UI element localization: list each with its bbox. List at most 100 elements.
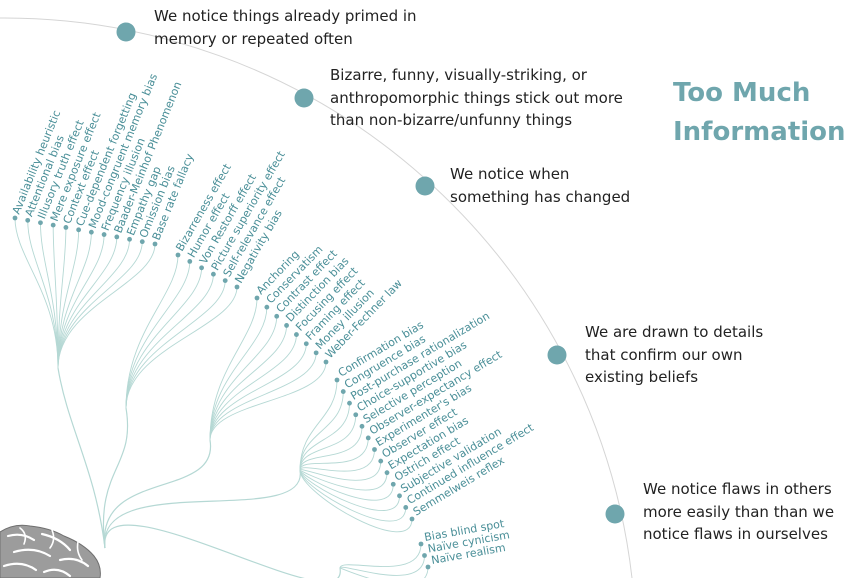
leaf-dot bbox=[264, 304, 270, 310]
category-bizarre-text: Bizarre, funny, visually-striking, or an… bbox=[330, 64, 623, 132]
category-marker-dot bbox=[294, 88, 314, 108]
leaf-dot bbox=[25, 217, 31, 223]
branch-trunk bbox=[103, 439, 212, 549]
branch-line bbox=[209, 352, 317, 441]
branch-line bbox=[299, 426, 363, 471]
leaf-dot bbox=[409, 516, 415, 522]
branch-line bbox=[339, 566, 429, 578]
category-text-line: We notice when bbox=[450, 165, 570, 183]
leaf-dot bbox=[12, 215, 18, 221]
leaf-dot bbox=[390, 481, 396, 487]
leaf-dot bbox=[50, 222, 56, 228]
leaf-dot bbox=[323, 359, 329, 365]
category-marker-dot bbox=[415, 176, 435, 196]
category-marker-dot bbox=[605, 504, 625, 524]
leaf-dot bbox=[211, 271, 216, 277]
category-text-line: notice flaws in ourselves bbox=[643, 525, 828, 543]
leaf-dot bbox=[372, 447, 377, 452]
branch-line bbox=[125, 274, 214, 409]
leaf-dot bbox=[365, 435, 371, 441]
diagram-title: Too Much Information bbox=[673, 74, 846, 152]
leaf-dot bbox=[187, 259, 193, 264]
category-beliefs-text: We are drawn to details that confirm our… bbox=[585, 321, 763, 389]
leaf-dot bbox=[359, 423, 365, 429]
branch-line bbox=[299, 449, 375, 472]
branch-trunk bbox=[104, 524, 341, 578]
title-line-2: Information bbox=[673, 117, 846, 147]
branch-line bbox=[299, 403, 350, 471]
branch-line bbox=[209, 316, 278, 441]
category-text-line: Bizarre, funny, visually-striking, or bbox=[330, 66, 587, 84]
leaf-dot bbox=[152, 241, 158, 247]
category-text-line: than non-bizarre/unfunny things bbox=[330, 111, 573, 129]
branch-line bbox=[27, 220, 59, 369]
leaf-dot bbox=[425, 564, 431, 570]
branch-line bbox=[299, 461, 382, 481]
leaf-dot bbox=[353, 412, 359, 418]
branch-line bbox=[14, 217, 59, 369]
leaf-dot bbox=[334, 377, 340, 383]
category-text-line: We notice flaws in others bbox=[643, 480, 832, 498]
branch-line bbox=[209, 361, 327, 441]
branch-line bbox=[209, 334, 297, 441]
branch-line bbox=[299, 469, 413, 533]
leaf-dot bbox=[397, 493, 402, 499]
leaf-dot bbox=[422, 553, 427, 558]
leaf-dot bbox=[114, 234, 120, 240]
branch-line bbox=[125, 254, 179, 409]
leaf-dot bbox=[88, 229, 94, 235]
branch-line bbox=[339, 543, 422, 569]
category-text-line: existing beliefs bbox=[585, 368, 699, 386]
branch-line bbox=[339, 555, 425, 576]
leaf-dot bbox=[175, 252, 181, 258]
category-text-line: anthropomorphic things stick out more bbox=[330, 88, 623, 107]
category-primed-text: We notice things already primed in memor… bbox=[154, 5, 417, 50]
category-text-line: more easily than than we bbox=[643, 502, 835, 521]
leaf-dot bbox=[127, 236, 132, 242]
branch-trunk bbox=[57, 367, 106, 549]
branch-line bbox=[209, 307, 268, 441]
leaf-dot bbox=[76, 227, 82, 233]
branch-line bbox=[40, 222, 59, 369]
category-text-line: We are drawn to details bbox=[585, 323, 764, 341]
leaf-dot bbox=[139, 239, 145, 245]
leaf-dot bbox=[63, 225, 69, 230]
category-text-line: memory or repeated often bbox=[154, 29, 353, 48]
branch-trunk bbox=[102, 407, 129, 549]
leaf-dot bbox=[254, 295, 260, 301]
branch-line bbox=[125, 280, 226, 409]
branch-line bbox=[299, 379, 338, 471]
category-marker-dot bbox=[116, 22, 136, 42]
branch-line bbox=[125, 286, 238, 409]
leaf-dot bbox=[303, 341, 309, 347]
title-line-1: Too Much bbox=[673, 78, 811, 108]
branch-line bbox=[299, 437, 369, 471]
leaf-dot bbox=[274, 313, 280, 319]
leaf-dot bbox=[284, 323, 289, 328]
branch-line bbox=[52, 225, 59, 369]
branch-line bbox=[125, 267, 203, 409]
leaf-dot bbox=[38, 220, 43, 226]
leaf-dot bbox=[313, 350, 319, 356]
category-flaws-text: We notice flaws in others more easily th… bbox=[643, 478, 834, 546]
branch-line bbox=[299, 469, 388, 491]
branch-lines bbox=[14, 217, 429, 578]
branch-trunk bbox=[104, 469, 301, 549]
branch-line bbox=[209, 343, 307, 441]
branch-line bbox=[209, 297, 258, 441]
category-text-line: something has changed bbox=[450, 187, 631, 206]
leaf-dot bbox=[294, 332, 299, 337]
category-marker-dot bbox=[547, 345, 567, 365]
branch-line bbox=[57, 241, 143, 369]
leaf-dot bbox=[222, 278, 228, 283]
leaf-dot bbox=[403, 505, 409, 510]
leaf-dot bbox=[340, 389, 346, 394]
branch-line bbox=[125, 261, 191, 409]
branch-line bbox=[57, 243, 156, 369]
branch-line bbox=[57, 232, 92, 369]
category-markers bbox=[116, 22, 625, 524]
brain-icon bbox=[0, 524, 101, 578]
category-changed-text: We notice when something has changed bbox=[450, 163, 630, 208]
leaf-dot bbox=[378, 458, 384, 464]
